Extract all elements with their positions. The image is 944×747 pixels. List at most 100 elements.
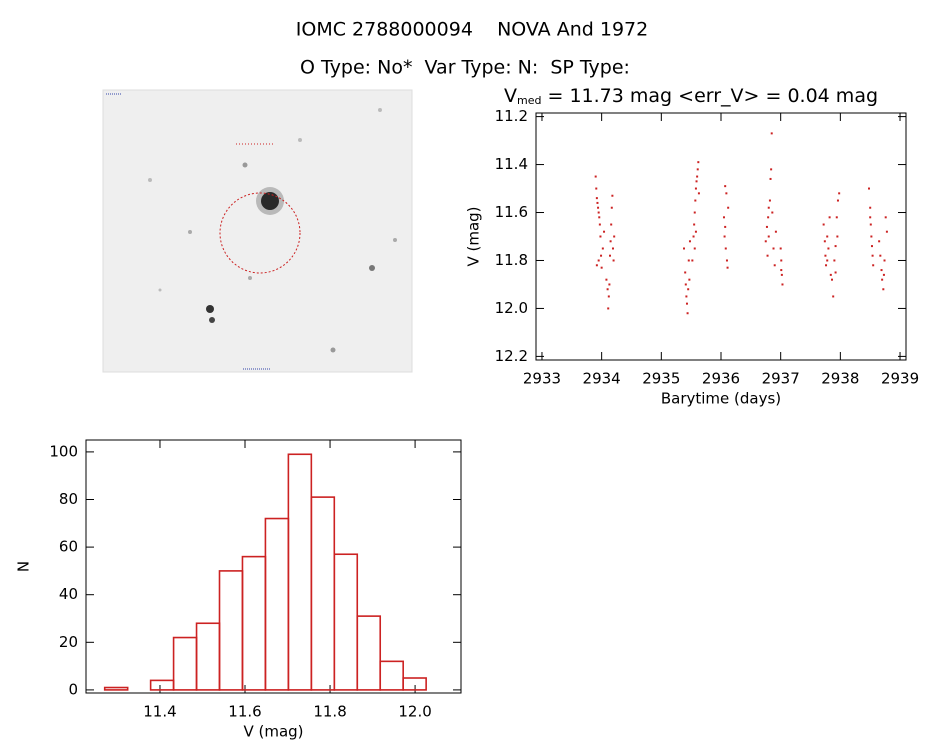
data-point [595,264,598,267]
data-point [882,288,885,291]
data-point [868,187,870,190]
data-point [825,264,828,267]
y-tick-label: 80 [59,490,78,508]
bar [172,636,198,691]
y-tick-label: 100 [49,442,78,460]
x-tick-label: 2934 [583,370,621,388]
data-point [688,278,691,281]
data-point [693,223,696,226]
data-point [725,192,728,195]
data-point [609,254,611,257]
data-point [780,269,783,272]
data-point [598,216,601,219]
title-part: = 11.73 mag <err_V> = 0.04 mag [541,85,878,107]
data-point [597,259,600,262]
data-point [870,235,873,238]
data-point [869,216,872,219]
x-axis-label: Barytime (days) [661,390,781,408]
data-point [772,247,775,250]
data-point [693,211,696,214]
data-point [770,168,773,171]
data-point [823,240,826,243]
x-tick-label: 2939 [881,370,919,388]
data-point [601,247,604,250]
x-axis-label: V (mag) [243,723,303,741]
data-point [605,278,608,281]
data-point [828,216,831,219]
data-point [686,312,689,315]
plot-frame [85,439,462,694]
data-point [883,259,886,262]
data-point [696,175,699,178]
data-point [822,223,825,226]
data-point [610,206,613,209]
data-point [833,259,836,262]
bar [195,622,221,691]
y-axis-label: N [15,561,33,572]
bar [241,555,267,691]
y-tick-label: 11.2 [495,107,528,125]
data-point [767,216,770,219]
data-point [769,177,772,180]
data-point [829,273,832,276]
data-point [774,230,777,233]
bar [356,615,382,691]
x-tick-label: 2933 [523,370,561,388]
data-point [834,271,837,274]
data-point [683,247,685,250]
title-part: med [517,94,541,107]
data-point [768,199,771,202]
data-point [764,240,767,243]
data-point [765,225,768,228]
y-tick-label: 11.8 [495,251,528,269]
x-tick-label: 2935 [642,370,680,388]
data-point [697,192,700,195]
y-tick-label: 11.4 [495,155,528,173]
data-point [693,247,696,250]
data-point [692,235,695,238]
data-point [685,295,688,298]
data-point [722,216,725,219]
data-point [882,273,885,276]
data-point [687,288,690,291]
data-point [612,259,615,262]
x-tick-label: 11.6 [228,703,261,721]
data-point [836,199,839,202]
data-point [835,216,838,219]
data-point [826,235,829,238]
data-point [594,175,597,178]
data-point [869,223,872,226]
data-point [771,211,774,214]
data-point [606,288,609,291]
data-point [596,201,599,204]
data-point [726,266,729,269]
data-point [694,199,697,202]
x-tick-label: 11.4 [143,703,176,721]
data-point [879,254,882,257]
y-tick-label: 12.2 [495,347,528,365]
data-point [770,132,773,135]
data-point [691,259,694,262]
data-point [779,247,782,250]
data-point [827,247,830,250]
data-point [767,235,770,238]
y-tick-label: 12.0 [495,299,528,317]
data-point [684,283,687,286]
sky-image [102,89,413,373]
y-tick-label: 60 [59,538,78,556]
data-point [881,278,884,281]
data-point [766,254,769,257]
data-point [696,168,699,171]
data-point [836,235,839,238]
data-point [824,254,827,257]
data-point [872,264,875,267]
data-point [613,235,616,238]
data-point [688,240,691,243]
y-tick-label: 0 [68,680,78,698]
data-point [834,245,837,248]
data-point [694,230,697,233]
bar [333,553,359,691]
data-point [597,211,600,214]
x-tick-label: 12.0 [398,703,431,721]
